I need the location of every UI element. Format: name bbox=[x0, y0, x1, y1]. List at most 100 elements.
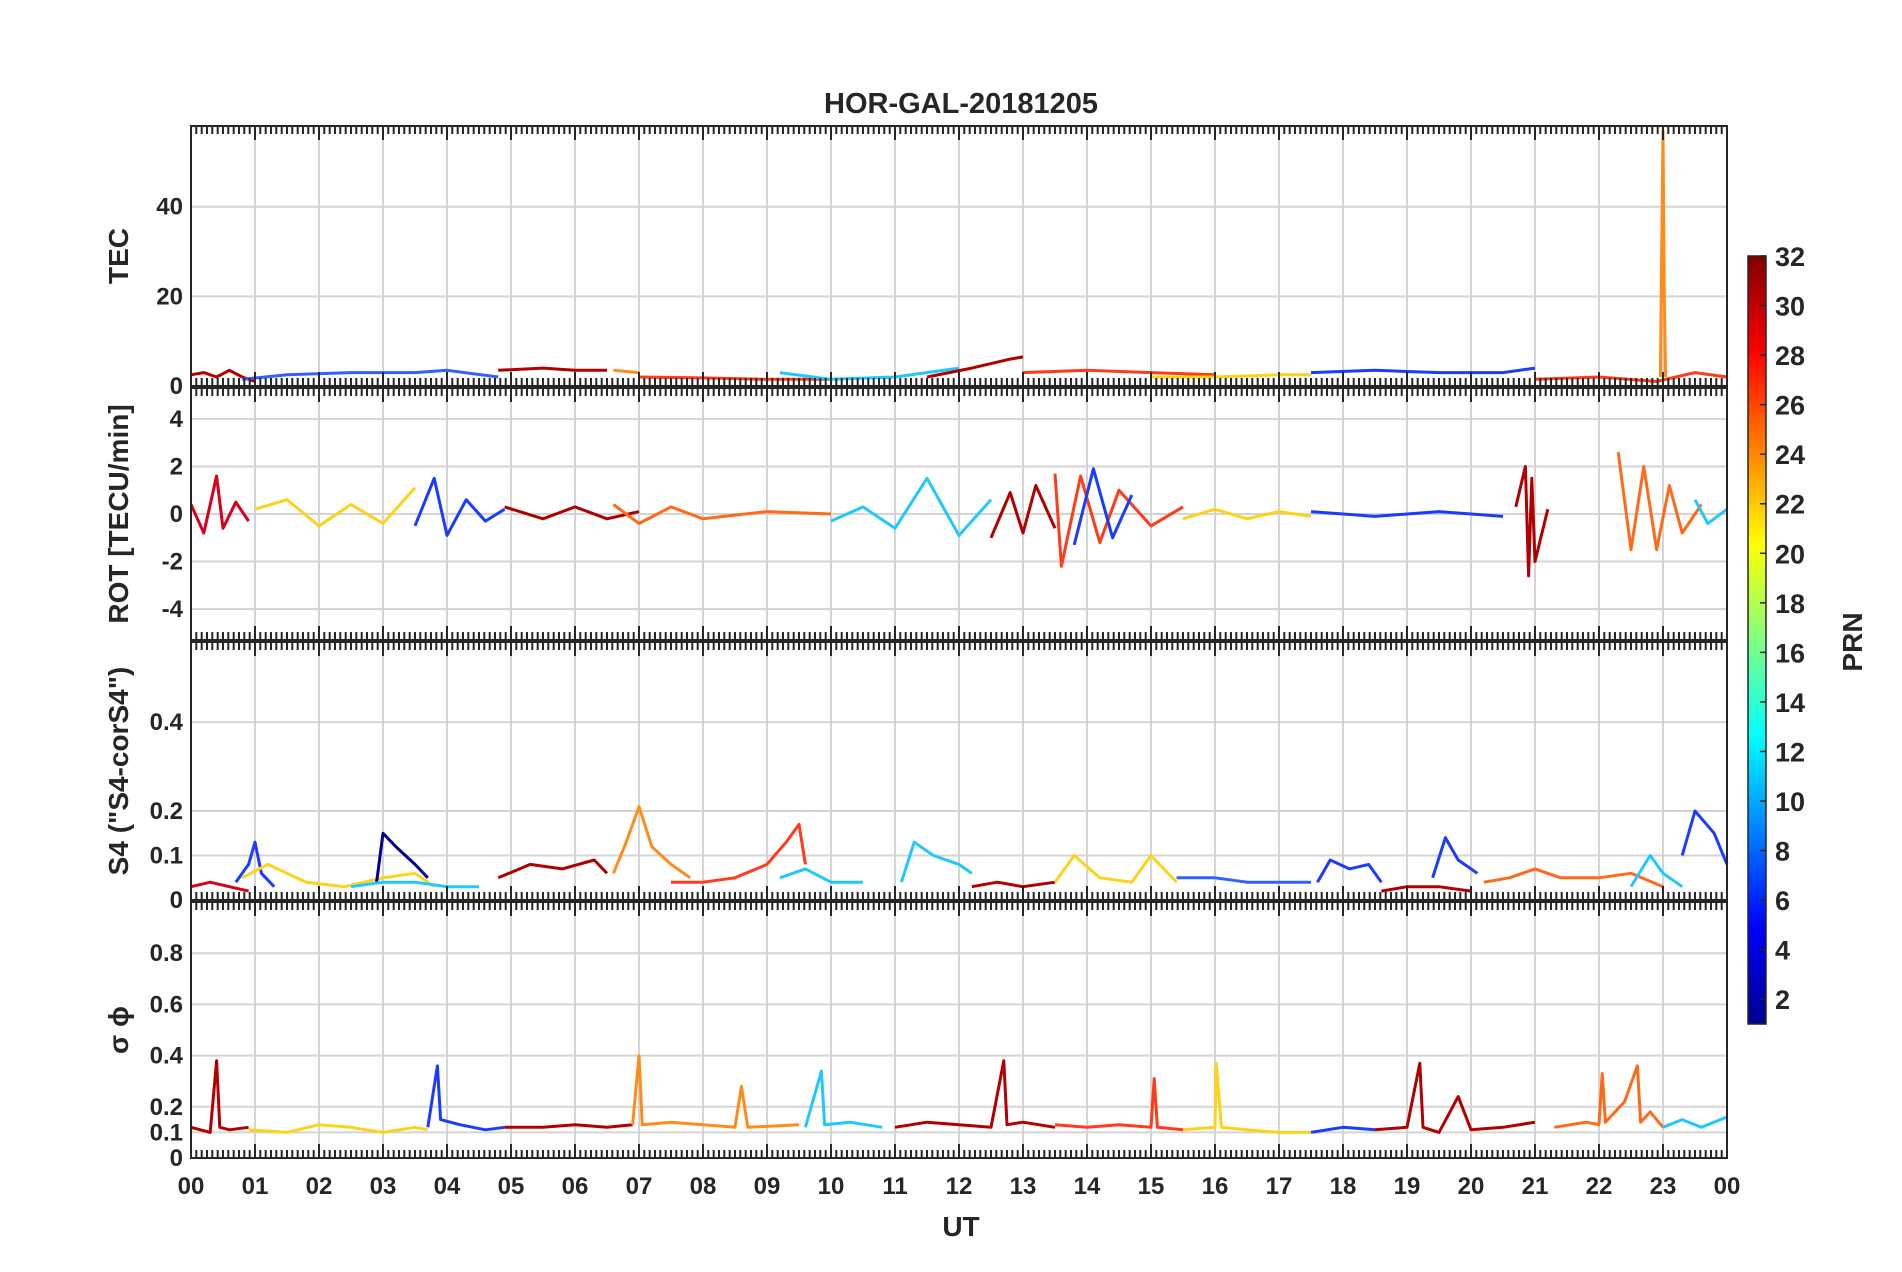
y-tick-label: 40 bbox=[156, 194, 183, 221]
x-axis-label: UT bbox=[942, 1211, 979, 1242]
y-tick-label: -2 bbox=[162, 549, 183, 576]
y-axis-label-ROT: ROT [TECU/min] bbox=[103, 404, 134, 623]
series-line-sigma_phi-5 bbox=[803, 1069, 883, 1129]
series-line-sigma_phi-9 bbox=[1310, 1125, 1376, 1134]
colorbar-tick-label: 10 bbox=[1775, 787, 1805, 817]
y-tick-label: 0 bbox=[170, 1145, 183, 1172]
panel-sigma_phi: 00.10.2 0.4 0.6 0.8 σ ϕ bbox=[103, 901, 1728, 1172]
colorbar-tick-label: 4 bbox=[1775, 936, 1790, 966]
series-line-ROT-11 bbox=[1514, 465, 1550, 578]
series-line-TEC-3 bbox=[613, 368, 640, 375]
series-line-S4-4 bbox=[350, 880, 479, 889]
series-line-S4-14 bbox=[1381, 885, 1472, 893]
colorbar-tick-label: 26 bbox=[1775, 391, 1805, 421]
x-tick-label: 02 bbox=[306, 1173, 333, 1200]
panel-ROT: -4 -2 0 2 4 ROT [TECU/min] bbox=[103, 387, 1728, 641]
series-line-sigma_phi-1 bbox=[248, 1123, 429, 1134]
series-line-S4-2 bbox=[241, 862, 436, 889]
colorbar-tick-label: 14 bbox=[1775, 688, 1805, 718]
minor-ticks bbox=[190, 388, 1728, 640]
x-tick-label: 14 bbox=[1074, 1173, 1101, 1200]
x-tick-label: 17 bbox=[1266, 1173, 1293, 1200]
series-line-ROT-5 bbox=[830, 476, 993, 537]
y-axis-label-TEC: TEC bbox=[103, 228, 134, 284]
figure-title: HOR-GAL-20181205 bbox=[824, 88, 1098, 120]
y-tick-label: -4 bbox=[162, 596, 184, 623]
series-line-ROT-3 bbox=[504, 505, 640, 521]
y-axis-label-sigma_phi: σ ϕ bbox=[103, 1006, 134, 1054]
y-tick-label: 0 bbox=[170, 501, 183, 528]
x-tick-label: 18 bbox=[1330, 1173, 1357, 1200]
series-line-ROT-9 bbox=[1182, 507, 1312, 521]
x-tick-label: 11 bbox=[882, 1173, 907, 1200]
minor-ticks bbox=[190, 902, 1728, 1158]
y-tick-label: 0.6 bbox=[150, 991, 183, 1018]
series-line-TEC-7 bbox=[1022, 368, 1216, 377]
x-tick-label: 19 bbox=[1394, 1173, 1421, 1200]
x-tick-label: 03 bbox=[370, 1173, 397, 1200]
series-line-ROT-13 bbox=[1693, 498, 1728, 525]
x-tick-label: 20 bbox=[1458, 1173, 1485, 1200]
y-tick-label: 0.1 bbox=[150, 1119, 183, 1146]
series-line-S4-5 bbox=[497, 858, 609, 880]
series-line-sigma_phi-8 bbox=[1182, 1061, 1311, 1134]
panel-S4: 0 0.1 0.2 0.4 S4 ("S4-corS4") bbox=[103, 641, 1729, 914]
series-line-sigma_phi-2 bbox=[426, 1064, 505, 1132]
series-line-sigma_phi-6 bbox=[894, 1059, 1056, 1129]
x-tick-label: 00 bbox=[178, 1173, 205, 1200]
series-line-S4-17 bbox=[1629, 854, 1684, 888]
series-line-ROT-10 bbox=[1310, 510, 1504, 518]
minor-ticks bbox=[190, 126, 1728, 386]
series-line-S4-7 bbox=[671, 822, 807, 884]
x-tick-label: 06 bbox=[562, 1173, 589, 1200]
y-tick-label: 20 bbox=[156, 283, 183, 310]
y-tick-label: 0.1 bbox=[150, 843, 183, 870]
colorbar-tick-label: 18 bbox=[1775, 589, 1805, 619]
series-line-S4-9 bbox=[899, 840, 973, 883]
series-line-ROT-7 bbox=[1053, 473, 1184, 568]
colorbar-tick-label: 20 bbox=[1775, 539, 1805, 569]
series-line-TEC-8 bbox=[1151, 373, 1311, 379]
y-tick-label: 0 bbox=[170, 373, 183, 400]
y-tick-label: 2 bbox=[170, 453, 183, 480]
series-line-S4-1 bbox=[234, 840, 276, 888]
x-tick-label: 23 bbox=[1650, 1173, 1677, 1200]
series-line-S4-10 bbox=[971, 880, 1056, 889]
colorbar-tick-label: 8 bbox=[1775, 837, 1790, 867]
series-line-S4-6 bbox=[612, 805, 692, 880]
series-line-S4-18 bbox=[1680, 809, 1729, 865]
colorbar-tick-label: 16 bbox=[1775, 638, 1805, 668]
series-line-S4-8 bbox=[779, 867, 863, 884]
colorbar-tick-label: 2 bbox=[1775, 985, 1790, 1015]
colorbar-gradient bbox=[1747, 255, 1767, 1025]
colorbar-tick-label: 28 bbox=[1775, 341, 1805, 371]
series-line-ROT-8 bbox=[1072, 467, 1134, 546]
series-line-ROT-6 bbox=[989, 484, 1057, 539]
x-tick-label: 04 bbox=[434, 1173, 461, 1200]
x-axis: 00 01 02 03 04 05 06 07 08 09 10 11 12 13 14 15 16 17 18 19… bbox=[178, 1173, 1741, 1200]
series-line-S4-13 bbox=[1316, 858, 1383, 884]
x-tick-label: 10 bbox=[818, 1173, 845, 1200]
series-line-S4-16 bbox=[1483, 867, 1664, 889]
x-tick-label: 00 bbox=[1714, 1173, 1741, 1200]
series-line-sigma_phi-10 bbox=[1374, 1061, 1536, 1134]
y-tick-label: 4 bbox=[170, 406, 184, 433]
x-tick-label: 13 bbox=[1010, 1173, 1037, 1200]
y-tick-label: 0.4 bbox=[150, 709, 184, 736]
colorbar-tick-label: 32 bbox=[1775, 242, 1805, 272]
series-line-sigma_phi-7 bbox=[1054, 1077, 1184, 1132]
series-line-TEC-2 bbox=[498, 366, 607, 372]
x-tick-label: 07 bbox=[626, 1173, 653, 1200]
panels-group: 0 20 40 TEC -4 -2 0 2 4 ROT [TECU/min] 00.10.20.4S… bbox=[103, 125, 1729, 1172]
x-tick-label: 05 bbox=[498, 1173, 525, 1200]
series-line-ROT-4 bbox=[612, 503, 832, 525]
colorbar-label: PRN bbox=[1837, 612, 1868, 671]
series-line-TEC-9 bbox=[1310, 366, 1536, 375]
series-line-sigma_phi-3 bbox=[504, 1123, 633, 1129]
series-line-S4-0 bbox=[190, 880, 249, 893]
x-tick-label: 09 bbox=[754, 1173, 781, 1200]
series-line-TEC-10 bbox=[1534, 371, 1728, 383]
series-line-S4-12 bbox=[1176, 876, 1311, 884]
